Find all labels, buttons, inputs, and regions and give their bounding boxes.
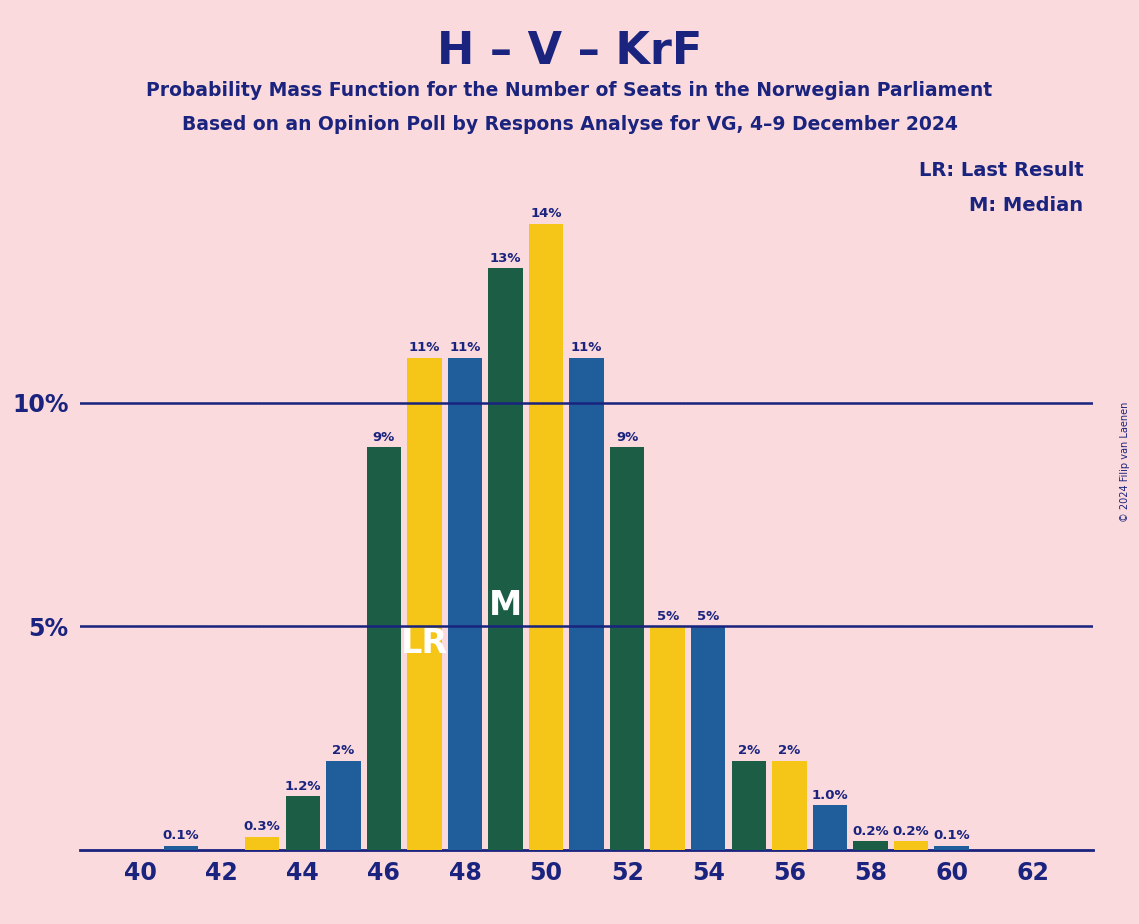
- Text: Based on an Opinion Poll by Respons Analyse for VG, 4–9 December 2024: Based on an Opinion Poll by Respons Anal…: [181, 115, 958, 134]
- Text: LR: Last Result: LR: Last Result: [918, 161, 1083, 180]
- Text: 14%: 14%: [531, 207, 562, 220]
- Bar: [326, 760, 361, 850]
- Text: 11%: 11%: [449, 341, 481, 355]
- Text: 0.2%: 0.2%: [852, 824, 888, 837]
- Bar: [812, 806, 847, 850]
- Bar: [853, 841, 887, 850]
- Bar: [691, 626, 726, 850]
- Bar: [528, 224, 564, 850]
- Text: 2%: 2%: [778, 744, 801, 757]
- Text: 0.2%: 0.2%: [893, 824, 929, 837]
- Bar: [731, 760, 767, 850]
- Bar: [934, 845, 969, 850]
- Bar: [489, 269, 523, 850]
- Text: M: Median: M: Median: [969, 196, 1083, 215]
- Bar: [570, 358, 604, 850]
- Bar: [245, 836, 279, 850]
- Text: 0.1%: 0.1%: [163, 829, 199, 842]
- Bar: [407, 358, 442, 850]
- Text: 11%: 11%: [571, 341, 603, 355]
- Text: 2%: 2%: [738, 744, 760, 757]
- Text: 5%: 5%: [656, 610, 679, 623]
- Text: LR: LR: [401, 626, 448, 660]
- Text: © 2024 Filip van Laenen: © 2024 Filip van Laenen: [1121, 402, 1130, 522]
- Bar: [772, 760, 806, 850]
- Text: 5%: 5%: [697, 610, 720, 623]
- Text: M: M: [489, 590, 522, 622]
- Bar: [448, 358, 482, 850]
- Text: 9%: 9%: [372, 431, 395, 444]
- Text: 9%: 9%: [616, 431, 638, 444]
- Text: 11%: 11%: [409, 341, 440, 355]
- Text: 2%: 2%: [333, 744, 354, 757]
- Bar: [286, 796, 320, 850]
- Bar: [367, 447, 401, 850]
- Bar: [609, 447, 645, 850]
- Text: 1.2%: 1.2%: [285, 780, 321, 793]
- Text: Probability Mass Function for the Number of Seats in the Norwegian Parliament: Probability Mass Function for the Number…: [147, 81, 992, 101]
- Text: 13%: 13%: [490, 252, 522, 265]
- Bar: [164, 845, 198, 850]
- Text: 0.3%: 0.3%: [244, 821, 280, 833]
- Text: 0.1%: 0.1%: [933, 829, 969, 842]
- Text: H – V – KrF: H – V – KrF: [437, 30, 702, 74]
- Text: 1.0%: 1.0%: [812, 789, 849, 802]
- Bar: [650, 626, 685, 850]
- Bar: [894, 841, 928, 850]
